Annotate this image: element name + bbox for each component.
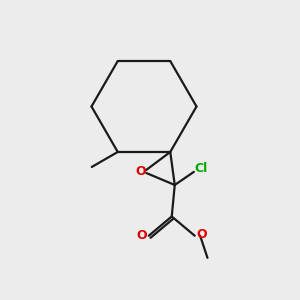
Text: O: O <box>137 229 148 242</box>
Text: O: O <box>196 228 207 241</box>
Text: O: O <box>135 165 146 178</box>
Text: Cl: Cl <box>195 162 208 175</box>
